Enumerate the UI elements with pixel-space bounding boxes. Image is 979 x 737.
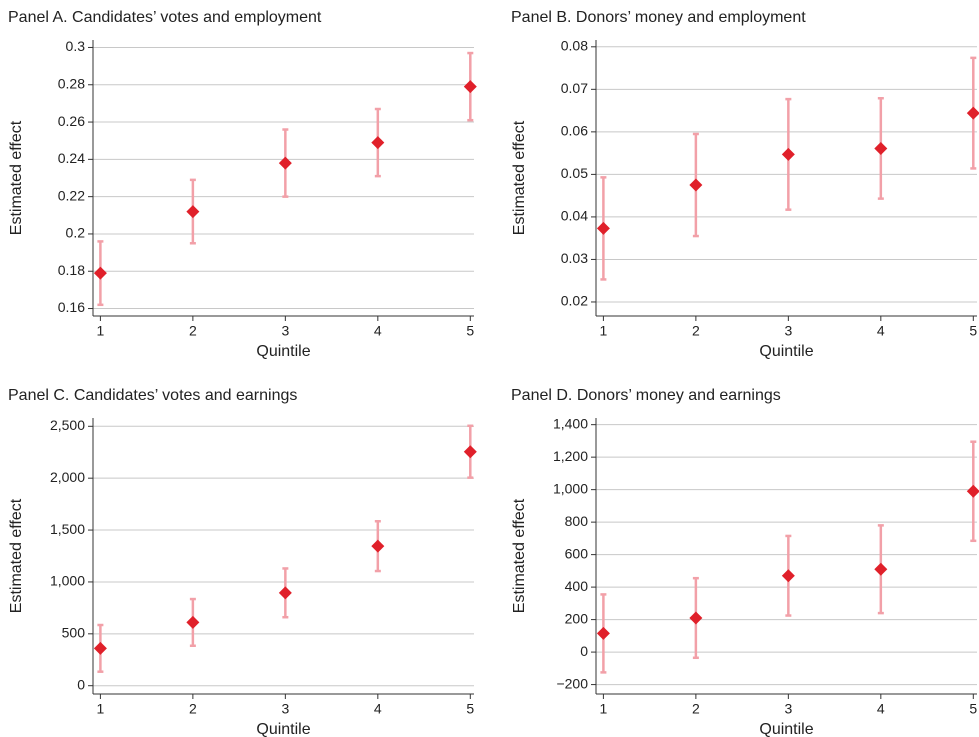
chart-title: Panel D. Donors’ money and earnings bbox=[511, 387, 781, 404]
y-tick-label: 500 bbox=[62, 625, 86, 641]
y-axis-label: Estimated effect bbox=[8, 120, 25, 235]
x-tick-label: 1 bbox=[96, 701, 104, 717]
x-tick-label: 4 bbox=[374, 701, 382, 717]
y-tick-label: 600 bbox=[565, 545, 589, 561]
x-tick-label: 1 bbox=[599, 323, 607, 339]
y-tick-label: 0.08 bbox=[561, 38, 588, 54]
y-tick-label: 0.26 bbox=[58, 113, 85, 129]
y-tick-label: 1,500 bbox=[50, 521, 85, 537]
y-tick-label: 0 bbox=[580, 643, 588, 659]
y-tick-label: 800 bbox=[565, 513, 589, 529]
point bbox=[93, 641, 107, 655]
y-tick-label: 0.16 bbox=[58, 299, 85, 315]
y-tick-label: 0.05 bbox=[561, 165, 588, 181]
x-tick-label: 3 bbox=[281, 701, 289, 717]
point bbox=[278, 586, 292, 600]
x-tick-label: 3 bbox=[784, 701, 792, 717]
y-tick-label: 2,500 bbox=[50, 417, 85, 433]
y-axis-label: Estimated effect bbox=[511, 120, 528, 235]
y-axis-label: Estimated effect bbox=[8, 498, 25, 613]
x-axis-label: Quintile bbox=[759, 343, 813, 360]
y-tick-label: 0.3 bbox=[66, 38, 86, 54]
x-tick-label: 4 bbox=[877, 323, 885, 339]
y-tick-label: 1,200 bbox=[553, 448, 588, 464]
chart-title: Panel B. Donors’ money and employment bbox=[511, 9, 806, 26]
x-axis-label: Quintile bbox=[256, 343, 310, 360]
x-tick-label: 5 bbox=[466, 701, 474, 717]
x-tick-label: 5 bbox=[969, 701, 977, 717]
point bbox=[689, 178, 703, 192]
point bbox=[371, 539, 385, 553]
x-tick-label: 2 bbox=[692, 701, 700, 717]
y-tick-label: 0.02 bbox=[561, 293, 588, 309]
y-tick-label: 0.28 bbox=[58, 75, 85, 91]
x-tick-label: 1 bbox=[599, 701, 607, 717]
x-tick-label: 1 bbox=[96, 323, 104, 339]
x-tick-label: 3 bbox=[784, 323, 792, 339]
x-tick-label: 3 bbox=[281, 323, 289, 339]
point bbox=[781, 569, 795, 583]
x-tick-label: 2 bbox=[692, 323, 700, 339]
y-tick-label: 0 bbox=[77, 676, 85, 692]
y-tick-label: 0.04 bbox=[561, 208, 588, 224]
y-tick-label: 400 bbox=[565, 578, 589, 594]
y-axis-label: Estimated effect bbox=[511, 498, 528, 613]
x-tick-label: 2 bbox=[189, 323, 197, 339]
y-tick-label: 0.24 bbox=[58, 150, 85, 166]
x-tick-label: 2 bbox=[189, 701, 197, 717]
y-tick-label: 0.07 bbox=[561, 80, 588, 96]
x-tick-label: 5 bbox=[969, 323, 977, 339]
x-tick-label: 4 bbox=[374, 323, 382, 339]
point bbox=[596, 221, 610, 235]
x-tick-label: 4 bbox=[877, 701, 885, 717]
point bbox=[463, 80, 477, 94]
y-tick-label: 1,000 bbox=[50, 573, 85, 589]
y-tick-label: 2,000 bbox=[50, 469, 85, 485]
point bbox=[93, 266, 107, 280]
point bbox=[371, 136, 385, 150]
point bbox=[596, 626, 610, 640]
y-tick-label: 0.06 bbox=[561, 123, 588, 139]
point bbox=[463, 445, 477, 459]
point bbox=[781, 147, 795, 161]
y-tick-label: 0.22 bbox=[58, 187, 85, 203]
point bbox=[278, 156, 292, 170]
y-tick-label: 1,400 bbox=[553, 415, 588, 431]
chart-title: Panel A. Candidates’ votes and employmen… bbox=[8, 9, 322, 26]
point bbox=[966, 484, 979, 498]
y-tick-label: 200 bbox=[565, 610, 589, 626]
x-axis-label: Quintile bbox=[256, 721, 310, 737]
x-axis-label: Quintile bbox=[759, 721, 813, 737]
y-tick-label: 0.03 bbox=[561, 250, 588, 266]
y-tick-label: −200 bbox=[556, 675, 588, 691]
y-tick-label: 0.2 bbox=[66, 225, 86, 241]
y-tick-label: 1,000 bbox=[553, 480, 588, 496]
x-tick-label: 5 bbox=[466, 323, 474, 339]
point bbox=[874, 141, 888, 155]
point bbox=[186, 615, 200, 629]
chart-title: Panel C. Candidates’ votes and earnings bbox=[8, 387, 297, 404]
point bbox=[186, 205, 200, 219]
point bbox=[966, 106, 979, 120]
point bbox=[874, 562, 888, 576]
point bbox=[689, 611, 703, 625]
y-tick-label: 0.18 bbox=[58, 262, 85, 278]
